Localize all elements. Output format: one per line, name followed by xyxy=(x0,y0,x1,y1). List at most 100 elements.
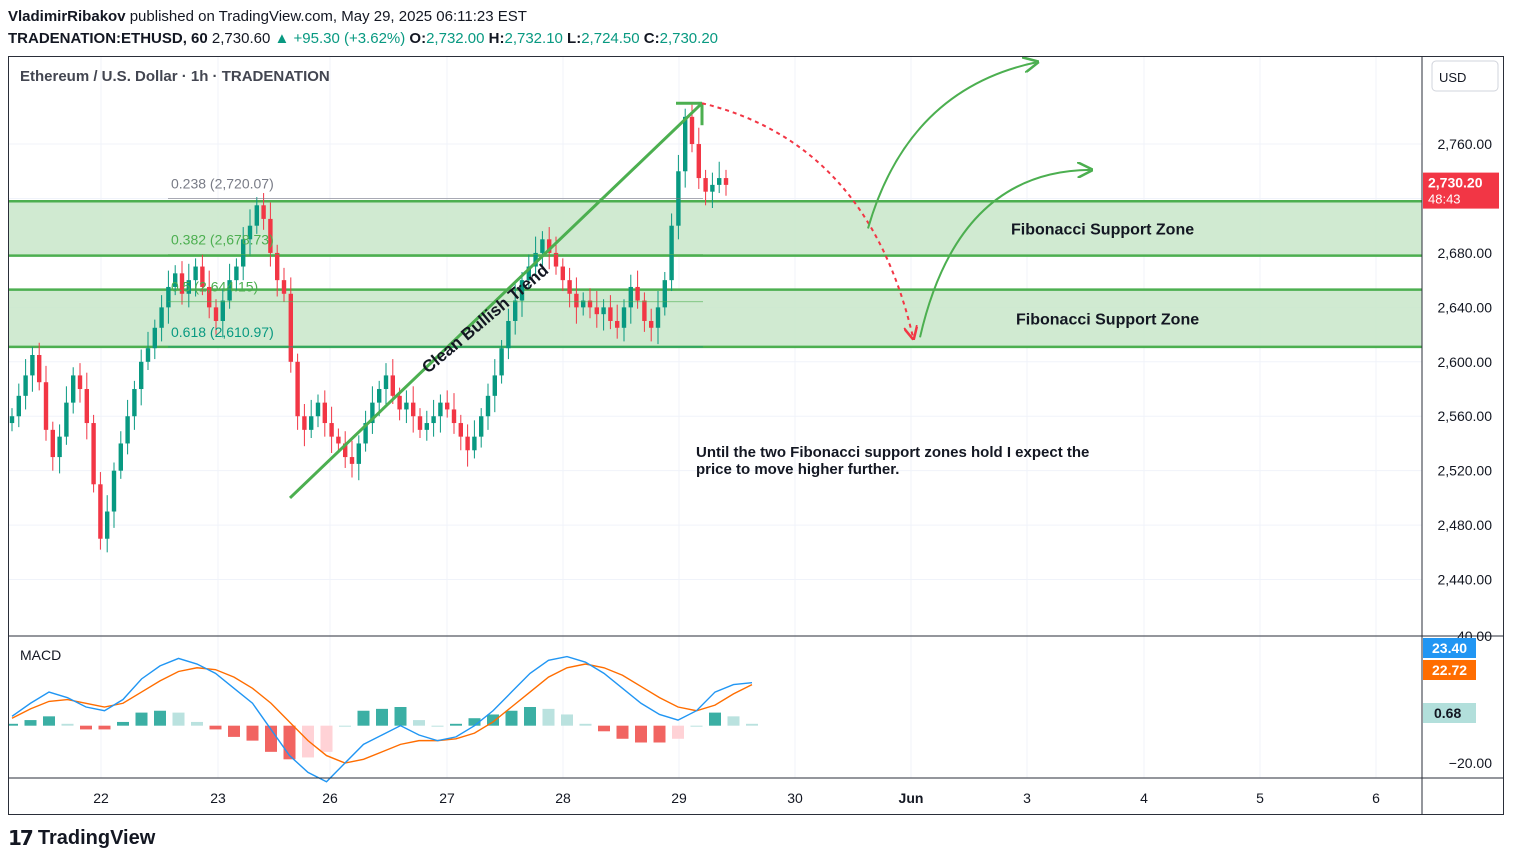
macd-histogram-bar xyxy=(135,712,148,726)
macd-histogram-bar xyxy=(209,725,222,730)
candle-body xyxy=(220,300,225,321)
ohlc-bar: TRADENATION:ETHUSD, 60 2,730.60 ▲ +95.30… xyxy=(8,30,718,47)
fib-level-labels: 0.238 (2,720.07) 0.382 (2,678.73) 0.5 (2,6… xyxy=(168,175,703,348)
candle-body xyxy=(696,144,701,179)
candle-body xyxy=(458,423,463,437)
macd-value-badge xyxy=(1423,638,1476,658)
time-tick-label: 4 xyxy=(1140,790,1148,806)
candle-body xyxy=(50,429,55,458)
currency-button xyxy=(1431,60,1499,92)
candle-body xyxy=(615,320,620,328)
candle-body xyxy=(499,348,504,376)
time-tick-label: 27 xyxy=(439,790,455,806)
candle-body xyxy=(417,416,423,430)
candle-body xyxy=(105,511,110,539)
candle-body xyxy=(642,300,647,321)
candle-body xyxy=(254,205,259,226)
support-zone-label: Fibonacci Support Zone xyxy=(1011,221,1194,238)
chart-frame xyxy=(8,56,1504,815)
time-tick-label: 23 xyxy=(210,790,226,806)
candle-body xyxy=(295,361,300,417)
last-price: 2,730.60 xyxy=(211,30,271,47)
macd-histogram-bar xyxy=(265,725,277,752)
candle-body xyxy=(547,239,552,253)
symbol-label[interactable]: TRADENATION:ETHUSD, 60 xyxy=(8,30,208,47)
candle-body xyxy=(404,402,409,410)
candle-body xyxy=(193,266,198,281)
macd-histogram-bar xyxy=(524,707,536,726)
last-price-badge xyxy=(1423,172,1499,209)
hist-value-label: 0.68 xyxy=(1434,705,1461,721)
macd-histogram-bar xyxy=(709,712,721,726)
candle-body xyxy=(513,300,518,321)
candle-body xyxy=(336,436,341,444)
macd-histogram-bar xyxy=(43,716,55,726)
candle-body xyxy=(377,389,382,403)
candle-body xyxy=(132,389,137,417)
macd-histogram-bar xyxy=(616,725,629,739)
price-tick-label: 2,760.00 xyxy=(1438,136,1493,152)
macd-histogram-bar xyxy=(61,723,74,726)
candle-body xyxy=(662,280,667,308)
candle-body xyxy=(261,205,266,219)
candle-body xyxy=(16,395,21,417)
candle-body xyxy=(145,348,151,362)
candle-body xyxy=(479,416,484,437)
macd-histogram-bar xyxy=(690,725,703,727)
macd-histogram-bar xyxy=(450,723,462,726)
tradingview-footer: 𝟭𝟳 TradingView xyxy=(8,826,155,851)
candle-body xyxy=(363,423,368,444)
candle-body xyxy=(472,436,477,451)
macd-histogram-bar xyxy=(228,725,240,737)
time-tick-label: Jun xyxy=(899,790,924,806)
macd-histogram-bar xyxy=(339,725,351,727)
chart-canvas[interactable]: Fibonacci Support Zone Fibonacci Support … xyxy=(8,56,1504,815)
macd-histogram-bar xyxy=(542,708,555,726)
price-tick-label: 2,640.00 xyxy=(1438,299,1493,315)
tradingview-logo-icon: 𝟭𝟳 xyxy=(8,828,34,850)
low-label: L: xyxy=(567,30,582,47)
candle-body xyxy=(71,375,76,403)
candle-body xyxy=(275,252,280,281)
open-label: O: xyxy=(409,30,427,47)
macd-histogram-bar xyxy=(24,720,37,726)
signal-value-badge xyxy=(1423,660,1476,680)
brand-name: TradingView xyxy=(37,827,156,849)
candle-body xyxy=(43,382,49,430)
candle-body xyxy=(683,116,688,172)
price-tick-label: 2,520.00 xyxy=(1438,463,1493,479)
candle-body xyxy=(594,307,599,315)
candle-body xyxy=(431,416,436,424)
candle-body xyxy=(567,280,572,294)
macd-histogram-bar xyxy=(191,721,203,726)
candle-body xyxy=(465,436,470,451)
candle-body xyxy=(186,280,191,294)
candle-body xyxy=(526,266,531,281)
candle-body xyxy=(241,239,246,267)
bar-countdown-label: 48:43 xyxy=(1428,192,1461,207)
support-zone-band xyxy=(8,289,1422,347)
macd-histogram-bar xyxy=(653,725,666,743)
close-value: 2,730.20 xyxy=(659,30,718,47)
open-value: 2,732.00 xyxy=(426,30,485,47)
author-name[interactable]: VladimirRibakov xyxy=(8,8,126,25)
candle-body xyxy=(315,402,321,417)
macd-tick-label: −20.00 xyxy=(1449,755,1492,771)
macd-histogram-bar xyxy=(598,725,610,732)
macd-histogram-bar xyxy=(394,707,407,726)
candle-body xyxy=(288,293,293,362)
macd-histogram-bar xyxy=(635,725,647,743)
last-price-label: 2,730.20 xyxy=(1428,175,1483,191)
macd-histogram-bar xyxy=(727,716,740,726)
currency-label: USD xyxy=(1439,70,1466,85)
candle-body xyxy=(703,178,708,192)
candle-body xyxy=(302,416,307,430)
candle-body xyxy=(84,389,89,424)
candle-body xyxy=(649,320,654,328)
candle-body xyxy=(23,375,28,396)
candle-body xyxy=(329,423,334,437)
time-tick-label: 29 xyxy=(671,790,687,806)
time-tick-label: 5 xyxy=(1256,790,1264,806)
candle-body xyxy=(621,307,627,328)
macd-value-label: 23.40 xyxy=(1432,640,1467,656)
